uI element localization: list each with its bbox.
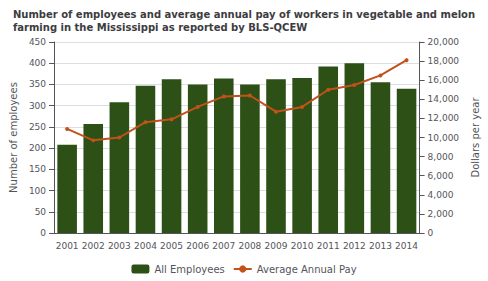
svg-text:10,000: 10,000 [428, 133, 460, 143]
svg-text:6,000: 6,000 [428, 171, 454, 181]
svg-text:2009: 2009 [265, 241, 288, 251]
svg-text:2012: 2012 [343, 241, 366, 251]
svg-text:8,000: 8,000 [428, 152, 454, 162]
svg-text:50: 50 [35, 207, 47, 217]
svg-text:2008: 2008 [238, 241, 261, 251]
svg-text:2013: 2013 [369, 241, 392, 251]
svg-text:Average Annual Pay: Average Annual Pay [257, 264, 357, 275]
svg-text:All Employees: All Employees [154, 264, 224, 275]
svg-text:300: 300 [29, 101, 46, 111]
svg-text:Dollars per year: Dollars per year [470, 97, 481, 178]
svg-text:Number of employees: Number of employees [8, 82, 19, 193]
svg-text:2014: 2014 [395, 241, 418, 251]
svg-text:2003: 2003 [108, 241, 131, 251]
svg-text:0: 0 [428, 228, 434, 238]
svg-text:2006: 2006 [186, 241, 209, 251]
svg-text:14,000: 14,000 [428, 94, 460, 104]
svg-text:2011: 2011 [317, 241, 340, 251]
svg-text:100: 100 [29, 186, 46, 196]
svg-text:2004: 2004 [134, 241, 157, 251]
svg-text:450: 450 [29, 37, 46, 47]
svg-text:2001: 2001 [56, 241, 79, 251]
svg-text:250: 250 [29, 122, 46, 132]
svg-text:Number of employees and averag: Number of employees and average annual p… [13, 9, 475, 20]
svg-text:20,000: 20,000 [428, 37, 460, 47]
svg-text:2002: 2002 [82, 241, 105, 251]
svg-text:4,000: 4,000 [428, 190, 454, 200]
svg-text:0: 0 [40, 228, 46, 238]
svg-text:400: 400 [29, 58, 46, 68]
svg-text:2005: 2005 [160, 241, 183, 251]
svg-text:2007: 2007 [212, 241, 235, 251]
svg-text:16,000: 16,000 [428, 75, 460, 85]
svg-text:2010: 2010 [291, 241, 314, 251]
svg-text:18,000: 18,000 [428, 56, 460, 66]
svg-text:12,000: 12,000 [428, 113, 460, 123]
svg-text:150: 150 [29, 164, 46, 174]
svg-text:200: 200 [29, 143, 46, 153]
svg-text:350: 350 [29, 79, 46, 89]
svg-text:farming in the Mississippi as: farming in the Mississippi as reported b… [13, 22, 307, 33]
svg-text:2,000: 2,000 [428, 209, 454, 219]
